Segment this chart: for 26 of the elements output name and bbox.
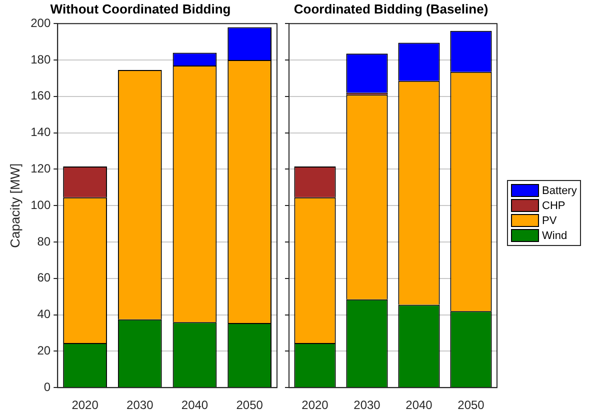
y-tick-label: 140 — [30, 125, 51, 140]
y-tick-label: 200 — [30, 16, 51, 30]
y-tick-label: 100 — [30, 198, 51, 212]
chart-title: Coordinated Bidding (Baseline) — [294, 1, 488, 16]
x-tick-label: 2040 — [406, 398, 433, 412]
y-tick-label: 120 — [30, 162, 51, 176]
y-tick-label: 80 — [37, 234, 51, 248]
x-tick-label: 2020 — [72, 398, 99, 412]
y-tick-label: 0 — [44, 380, 51, 394]
y-tick-label: 60 — [37, 270, 51, 285]
x-tick-label: 2020 — [302, 398, 329, 412]
x-tick-label: 2030 — [126, 398, 154, 412]
x-tick-label: 2040 — [181, 398, 208, 412]
y-tick-label: 160 — [30, 88, 51, 103]
legend-label: Wind — [542, 230, 568, 242]
x-tick-label: 2030 — [354, 398, 381, 412]
legend-label: Battery — [542, 184, 577, 196]
x-tick-label: 2050 — [458, 398, 485, 412]
y-tick-label: 20 — [37, 344, 51, 358]
y-tick-label: 40 — [37, 307, 51, 322]
chart-title: Without Coordinated Bidding — [50, 1, 231, 16]
legend-label: PV — [542, 214, 557, 226]
y-tick-label: 180 — [30, 52, 51, 66]
legend-label: CHP — [542, 200, 566, 212]
y-axis-title: Capacity [MW] — [7, 163, 22, 248]
x-tick-label: 2050 — [236, 398, 264, 412]
